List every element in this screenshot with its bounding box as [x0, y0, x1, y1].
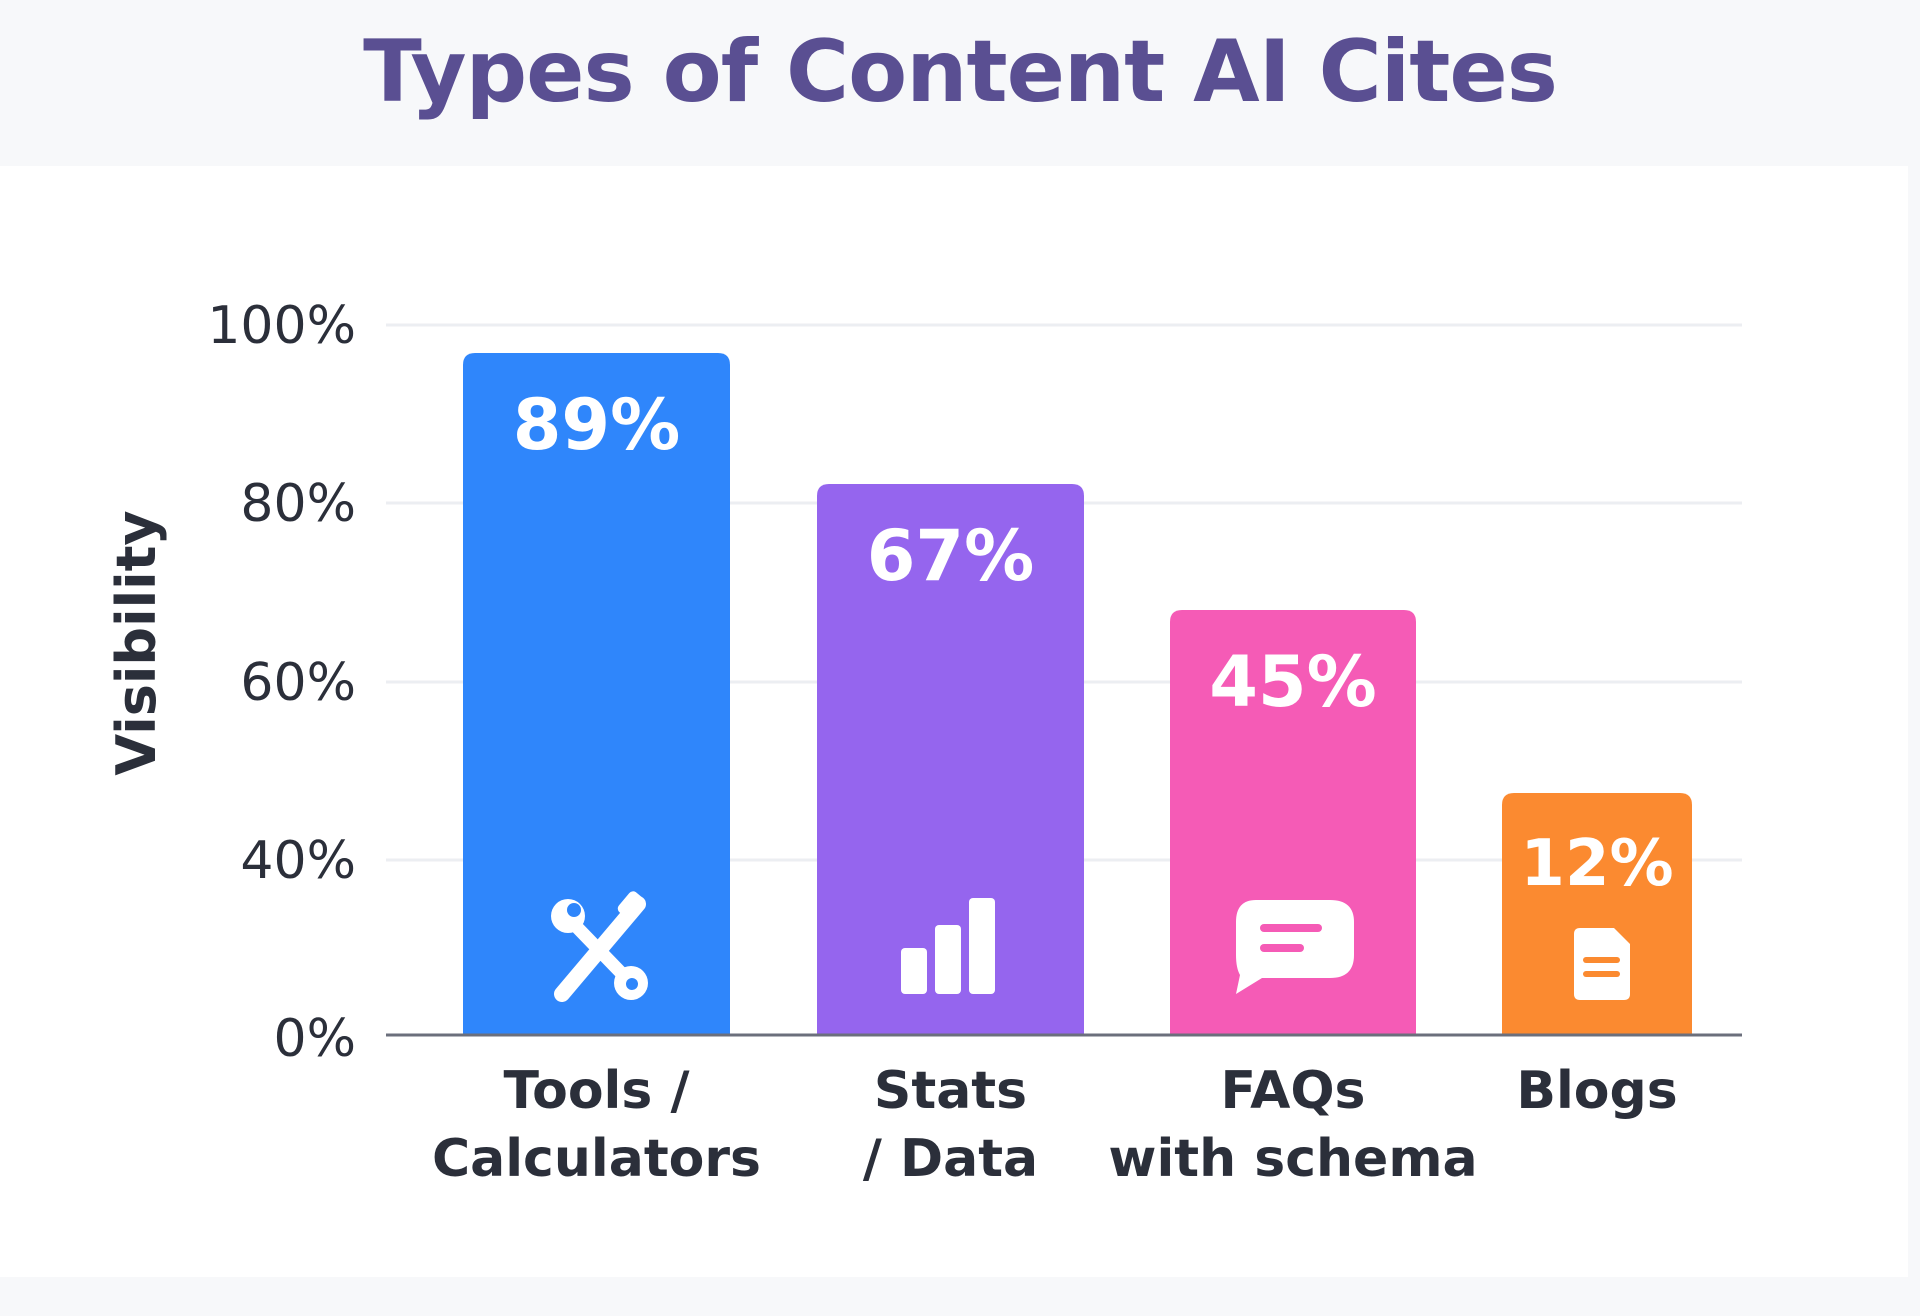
x-tick-label: Blogs — [1516, 1061, 1677, 1121]
y-tick-label: 40% — [240, 831, 356, 891]
bar — [817, 484, 1084, 1035]
x-tick-label: FAQs — [1221, 1061, 1366, 1121]
bar — [1502, 793, 1692, 1035]
x-tick-label: Tools / — [504, 1061, 690, 1121]
bar-value-label: 67% — [867, 515, 1035, 597]
chat-bubble-icon — [1236, 900, 1354, 994]
bar — [463, 353, 730, 1035]
y-tick-label: 100% — [207, 296, 356, 356]
y-tick-label: 0% — [274, 1009, 357, 1069]
document-icon — [1574, 928, 1630, 1000]
x-tick-label: Calculators — [432, 1129, 761, 1189]
bar — [1170, 610, 1416, 1035]
tools-icon — [551, 891, 648, 1002]
x-tick-label: Stats — [874, 1061, 1027, 1121]
x-tick-label: / Data — [863, 1129, 1038, 1189]
bar-chart-icon — [901, 898, 995, 994]
y-axis-label: Visibility — [105, 510, 168, 775]
bar-value-label: 12% — [1520, 827, 1673, 901]
y-tick-label: 80% — [240, 474, 356, 534]
y-tick-label: 60% — [240, 653, 356, 713]
chart-title: Types of Content AI Cites — [363, 22, 1558, 122]
bar-value-label: 89% — [513, 384, 681, 466]
x-tick-label: with schema — [1108, 1129, 1477, 1189]
bar-value-label: 45% — [1209, 641, 1377, 723]
